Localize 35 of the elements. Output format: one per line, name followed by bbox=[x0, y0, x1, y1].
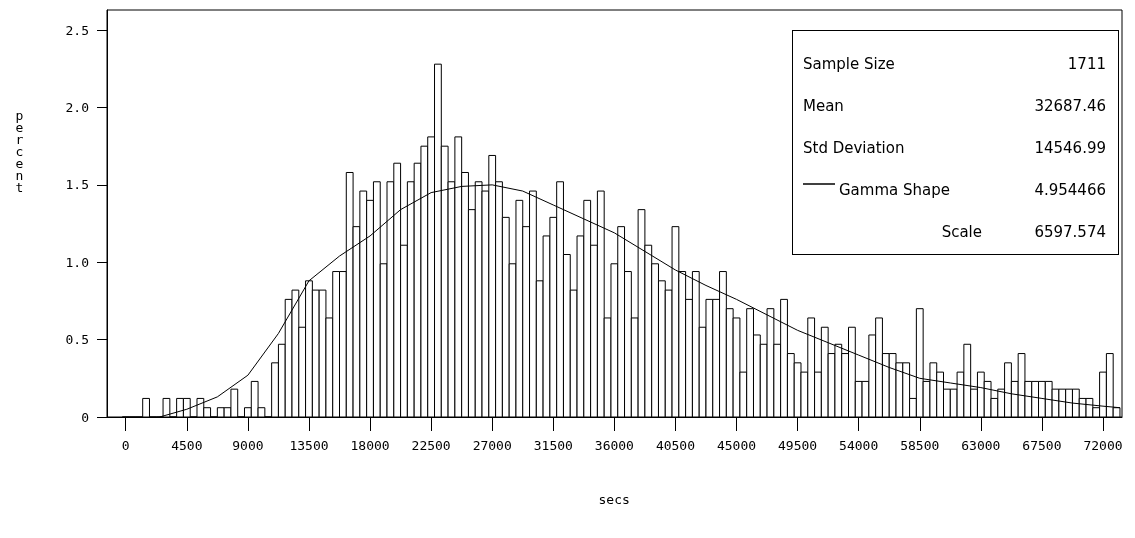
legend-label: Gamma Shape bbox=[839, 181, 950, 199]
x-tick-label: 67500 bbox=[1022, 438, 1062, 453]
x-tick-label: 4500 bbox=[171, 438, 203, 453]
x-tick-label: 31500 bbox=[533, 438, 573, 453]
annotation: 6597.574 bbox=[1034, 223, 1106, 241]
y-tick-label: 0 bbox=[81, 409, 89, 425]
x-tick-label: 22500 bbox=[411, 438, 451, 453]
y-tick-label: 1.5 bbox=[65, 177, 89, 193]
y-tick-label: 0.5 bbox=[65, 332, 89, 348]
x-tick-label: 18000 bbox=[350, 438, 390, 453]
x-tick-label: 45000 bbox=[716, 438, 757, 453]
y-tick-label: 1.0 bbox=[65, 254, 89, 270]
x-tick-label: 36000 bbox=[594, 438, 634, 453]
x-tick-label: 13500 bbox=[289, 438, 329, 453]
x-tick-label: 63000 bbox=[961, 438, 1001, 453]
y-tick-label: 2.0 bbox=[65, 99, 89, 115]
annotation: Sample Size bbox=[803, 55, 895, 73]
x-tick-label: 72000 bbox=[1083, 438, 1123, 453]
annotation: Std Deviation bbox=[803, 139, 905, 157]
y-axis-title: percent bbox=[12, 108, 27, 192]
annotation: 32687.46 bbox=[1034, 97, 1106, 115]
x-tick-label: 9000 bbox=[232, 438, 264, 453]
annotation: 1711 bbox=[1067, 55, 1106, 73]
x-tick-label: 27000 bbox=[472, 438, 512, 453]
x-tick-label: 49500 bbox=[778, 438, 818, 453]
y-tick-label: 2.5 bbox=[65, 22, 89, 38]
x-axis-title: secs bbox=[598, 492, 630, 507]
x-tick-label: 0 bbox=[121, 438, 130, 453]
annotation: 4.954466 bbox=[1034, 181, 1106, 199]
annotation: Mean bbox=[803, 97, 844, 115]
annotation: 14546.99 bbox=[1034, 139, 1106, 157]
x-tick-label: 58500 bbox=[900, 438, 940, 453]
x-tick-label: 54000 bbox=[839, 438, 879, 453]
annotation: Scale bbox=[941, 223, 982, 241]
x-tick-label: 40500 bbox=[655, 438, 696, 453]
